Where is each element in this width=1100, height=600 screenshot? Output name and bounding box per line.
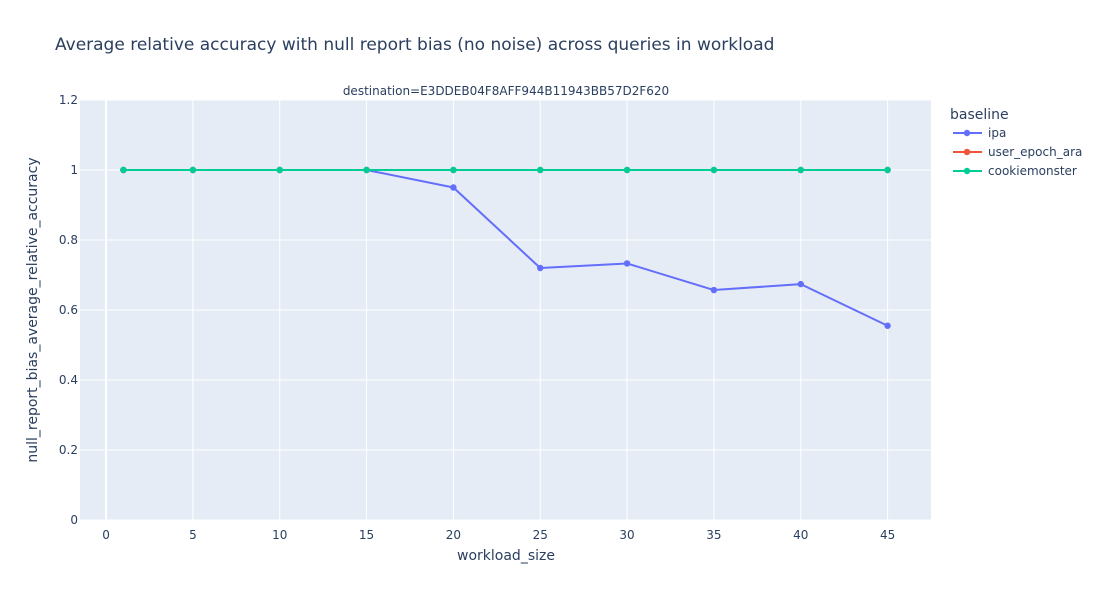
data-point-cookiemonster[interactable]: [120, 166, 127, 174]
legend-marker-user_epoch_ara: [963, 148, 971, 156]
y-tick-label: 0: [70, 513, 78, 527]
x-tick-label: 35: [706, 528, 721, 542]
data-point-cookiemonster[interactable]: [189, 166, 197, 174]
x-tick-label: 30: [619, 528, 634, 542]
legend-item-ipa[interactable]: ipa: [953, 126, 1006, 140]
y-tick-label: 0.2: [59, 443, 78, 457]
data-point-ipa[interactable]: [797, 280, 804, 288]
legend-label-ipa: ipa: [988, 126, 1006, 140]
y-tick-label: 0.8: [59, 233, 78, 247]
x-tick-label: 10: [272, 528, 287, 542]
series-cookiemonster: [120, 166, 891, 174]
data-point-cookiemonster[interactable]: [623, 166, 631, 174]
data-point-ipa[interactable]: [623, 260, 631, 267]
x-axis-title: workload_size: [457, 548, 555, 564]
x-tick-label: 45: [880, 528, 895, 542]
legend-label-cookiemonster: cookiemonster: [988, 164, 1077, 178]
data-point-cookiemonster[interactable]: [710, 166, 718, 174]
series-layer: [120, 166, 891, 329]
data-point-ipa[interactable]: [537, 264, 544, 272]
x-tick-label: 40: [793, 528, 808, 542]
data-point-ipa[interactable]: [710, 286, 718, 294]
legend-item-user_epoch_ara[interactable]: user_epoch_ara: [953, 145, 1082, 159]
data-point-cookiemonster[interactable]: [450, 166, 457, 174]
chart-title: Average relative accuracy with null repo…: [55, 35, 774, 55]
data-point-cookiemonster[interactable]: [884, 166, 891, 174]
x-tick-label: 0: [102, 528, 110, 542]
x-tick-label: 5: [189, 528, 197, 542]
y-axis-title: null_report_bias_average_relative_accura…: [25, 157, 41, 462]
data-point-ipa[interactable]: [450, 184, 457, 191]
x-tick-label: 25: [533, 528, 548, 542]
legend: baseline ipa user_epoch_ara cookiemonster: [950, 107, 1082, 178]
tick-labels: 0 5 10 15 20 25 30 35 40 45 0 0.2 0.4 0.6 0.8 1 1.2: [59, 93, 895, 542]
y-tick-label: 0.4: [59, 373, 78, 387]
legend-title: baseline: [950, 107, 1009, 123]
data-point-cookiemonster[interactable]: [363, 166, 370, 174]
legend-items: ipa user_epoch_ara cookiemonster: [953, 126, 1082, 178]
subplot-title: destination=E3DDEB04F8AFF944B11943BB57D2…: [343, 84, 669, 98]
legend-label-user_epoch_ara: user_epoch_ara: [988, 145, 1082, 159]
y-tick-label: 1.2: [59, 93, 78, 107]
legend-marker-ipa: [963, 129, 971, 137]
data-point-cookiemonster[interactable]: [537, 166, 544, 174]
y-tick-label: 1: [70, 163, 78, 177]
legend-marker-cookiemonster: [963, 167, 971, 175]
data-point-ipa[interactable]: [884, 322, 891, 329]
legend-item-cookiemonster[interactable]: cookiemonster: [953, 164, 1077, 178]
y-tick-label: 0.6: [59, 303, 78, 317]
x-tick-label: 20: [446, 528, 461, 542]
data-point-cookiemonster[interactable]: [276, 166, 283, 174]
data-point-cookiemonster[interactable]: [797, 166, 804, 174]
x-tick-label: 15: [359, 528, 374, 542]
